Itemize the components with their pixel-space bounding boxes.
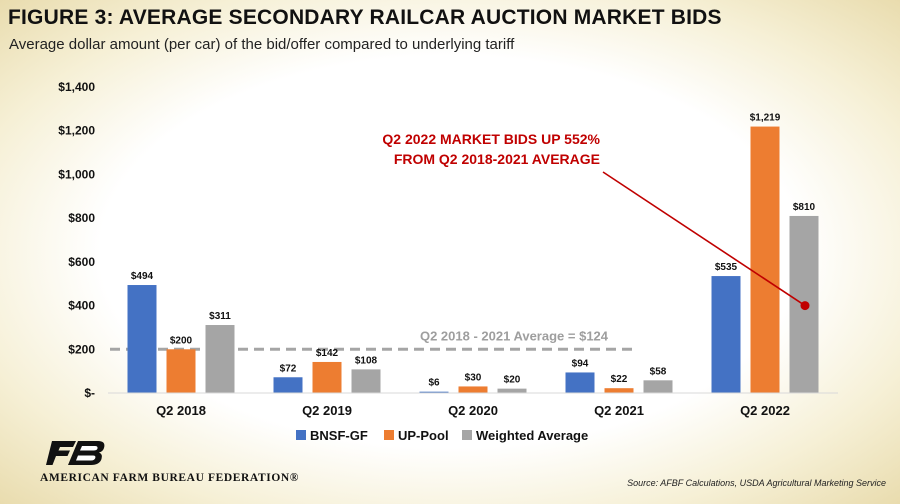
y-tick-label: $1,000 — [58, 167, 95, 181]
organization-name: AMERICAN FARM BUREAU FEDERATION® — [40, 472, 299, 484]
x-tick-label: Q2 2020 — [448, 403, 498, 418]
data-label: $142 — [316, 348, 339, 359]
legend-swatch — [462, 430, 472, 440]
bar — [205, 325, 235, 393]
x-axis: Q2 2018 Q2 2019 Q2 2020 Q2 2021 Q2 2022 — [108, 392, 838, 418]
data-label: $6 — [428, 378, 440, 389]
bar — [458, 386, 488, 393]
data-label: $94 — [572, 358, 589, 369]
x-tick-label: Q2 2021 — [594, 403, 644, 418]
legend-label: Weighted Average — [476, 428, 588, 443]
bar — [127, 285, 157, 393]
legend-label: BNSF-GF — [310, 428, 368, 443]
bar — [604, 388, 634, 393]
x-tick-label: Q2 2018 — [156, 403, 206, 418]
bar — [750, 126, 780, 393]
y-tick-label: $600 — [68, 255, 95, 269]
bar — [351, 369, 381, 393]
legend-label: UP-Pool — [398, 428, 449, 443]
data-label: $810 — [793, 202, 816, 213]
bar — [273, 377, 303, 393]
annotation: Q2 2022 MARKET BIDS UP 552% FROM Q2 2018-… — [382, 131, 810, 311]
y-tick-label: $400 — [68, 299, 95, 313]
annotation-line-2: FROM Q2 2018-2021 AVERAGE — [394, 151, 600, 167]
data-label: $20 — [504, 375, 521, 386]
bar — [565, 372, 595, 393]
legend-swatch — [384, 430, 394, 440]
bar — [497, 388, 527, 393]
annotation-arrow — [602, 171, 806, 307]
data-label: $58 — [650, 366, 667, 377]
chart-subtitle: Average dollar amount (per car) of the b… — [9, 36, 515, 53]
source-note: Source: AFBF Calculations, USDA Agricult… — [627, 478, 886, 488]
data-label: $1,219 — [750, 113, 781, 124]
data-label: $72 — [280, 363, 297, 374]
bars: $494 $72 $6 $94 $535 $200 $142 $30 $22 $1,219 $311… — [127, 113, 819, 393]
data-label: $311 — [209, 311, 231, 322]
y-axis: $- $200 $400 $600 $800 $1,000 $1,200 $1,400 — [58, 80, 95, 400]
bar — [166, 349, 196, 393]
legend: BNSF-GF UP-Pool Weighted Average — [296, 428, 588, 443]
y-tick-label: $1,200 — [58, 124, 95, 138]
data-label: $494 — [131, 271, 154, 282]
data-label: $30 — [465, 372, 482, 383]
reference-line-label: Q2 2018 - 2021 Average = $124 — [420, 328, 609, 343]
data-label: $22 — [611, 374, 628, 385]
y-tick-label: $- — [84, 386, 95, 400]
x-tick-label: Q2 2019 — [302, 403, 352, 418]
data-label: $108 — [355, 355, 378, 366]
y-tick-label: $800 — [68, 211, 95, 225]
data-label: $535 — [715, 262, 738, 273]
y-tick-label: $1,400 — [58, 80, 95, 94]
x-tick-label: Q2 2022 — [740, 403, 790, 418]
annotation-marker — [800, 301, 810, 311]
bar — [419, 391, 449, 393]
bar — [312, 361, 342, 393]
data-label: $200 — [170, 335, 193, 346]
bar — [711, 276, 741, 393]
fb-logo-icon — [46, 441, 105, 465]
average-reference-line: Q2 2018 - 2021 Average = $124 — [110, 328, 632, 351]
legend-swatch — [296, 430, 306, 440]
bar — [643, 380, 673, 393]
annotation-line-1: Q2 2022 MARKET BIDS UP 552% — [382, 131, 600, 147]
y-tick-label: $200 — [68, 342, 95, 356]
chart-title: FIGURE 3: AVERAGE SECONDARY RAILCAR AUCT… — [8, 6, 722, 29]
